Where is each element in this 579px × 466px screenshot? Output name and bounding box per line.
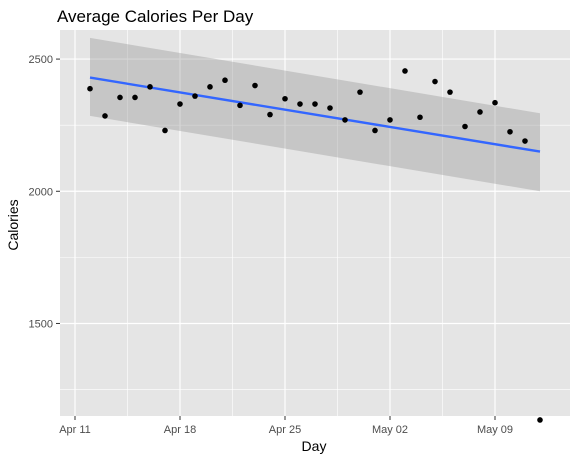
data-point (477, 109, 483, 115)
data-point (402, 68, 408, 74)
data-point (357, 89, 363, 95)
data-point (237, 102, 243, 109)
x-tick-label: May 09 (477, 424, 513, 436)
data-point (147, 84, 153, 90)
data-point (537, 417, 543, 423)
data-point (372, 127, 378, 134)
y-tick-label: 1500 (29, 318, 53, 330)
data-point (252, 82, 258, 89)
data-point (507, 128, 513, 135)
data-point (447, 89, 453, 95)
data-point (222, 77, 228, 84)
data-point (102, 113, 108, 119)
y-tick-label: 2000 (29, 186, 53, 198)
axes: Apr 11 Apr 18 Apr 25 May 02 May 09 1500 2000 25… (29, 54, 514, 436)
data-point (297, 101, 303, 107)
data-point (132, 94, 138, 101)
data-points (87, 68, 543, 423)
data-point (327, 105, 333, 111)
trend-line-layer (89, 76, 541, 153)
data-point (192, 93, 198, 99)
y-axis-label: Calories (5, 199, 21, 250)
data-point (162, 127, 168, 134)
x-axis-label: Day (302, 438, 327, 454)
data-point (177, 101, 183, 107)
data-point (87, 85, 93, 92)
chart-title: Average Calories Per Day (57, 7, 254, 26)
data-point (432, 78, 438, 85)
x-tick-label: Apr 25 (269, 424, 301, 436)
trend-line (89, 76, 541, 153)
data-point (417, 114, 423, 121)
data-point (462, 123, 468, 130)
data-point (117, 94, 123, 101)
plot-panel (60, 30, 570, 416)
x-tick-label: Apr 11 (59, 424, 91, 436)
data-point (342, 117, 348, 123)
data-point (312, 101, 318, 107)
data-point (387, 117, 393, 123)
data-point (267, 111, 273, 118)
grid-lines (60, 30, 570, 416)
data-point (492, 99, 498, 106)
data-point (282, 95, 288, 102)
y-tick-label: 2500 (29, 54, 53, 66)
x-tick-label: May 02 (372, 424, 408, 436)
x-tick-label: Apr 18 (164, 424, 196, 436)
data-point (207, 84, 213, 90)
data-point (522, 138, 528, 144)
